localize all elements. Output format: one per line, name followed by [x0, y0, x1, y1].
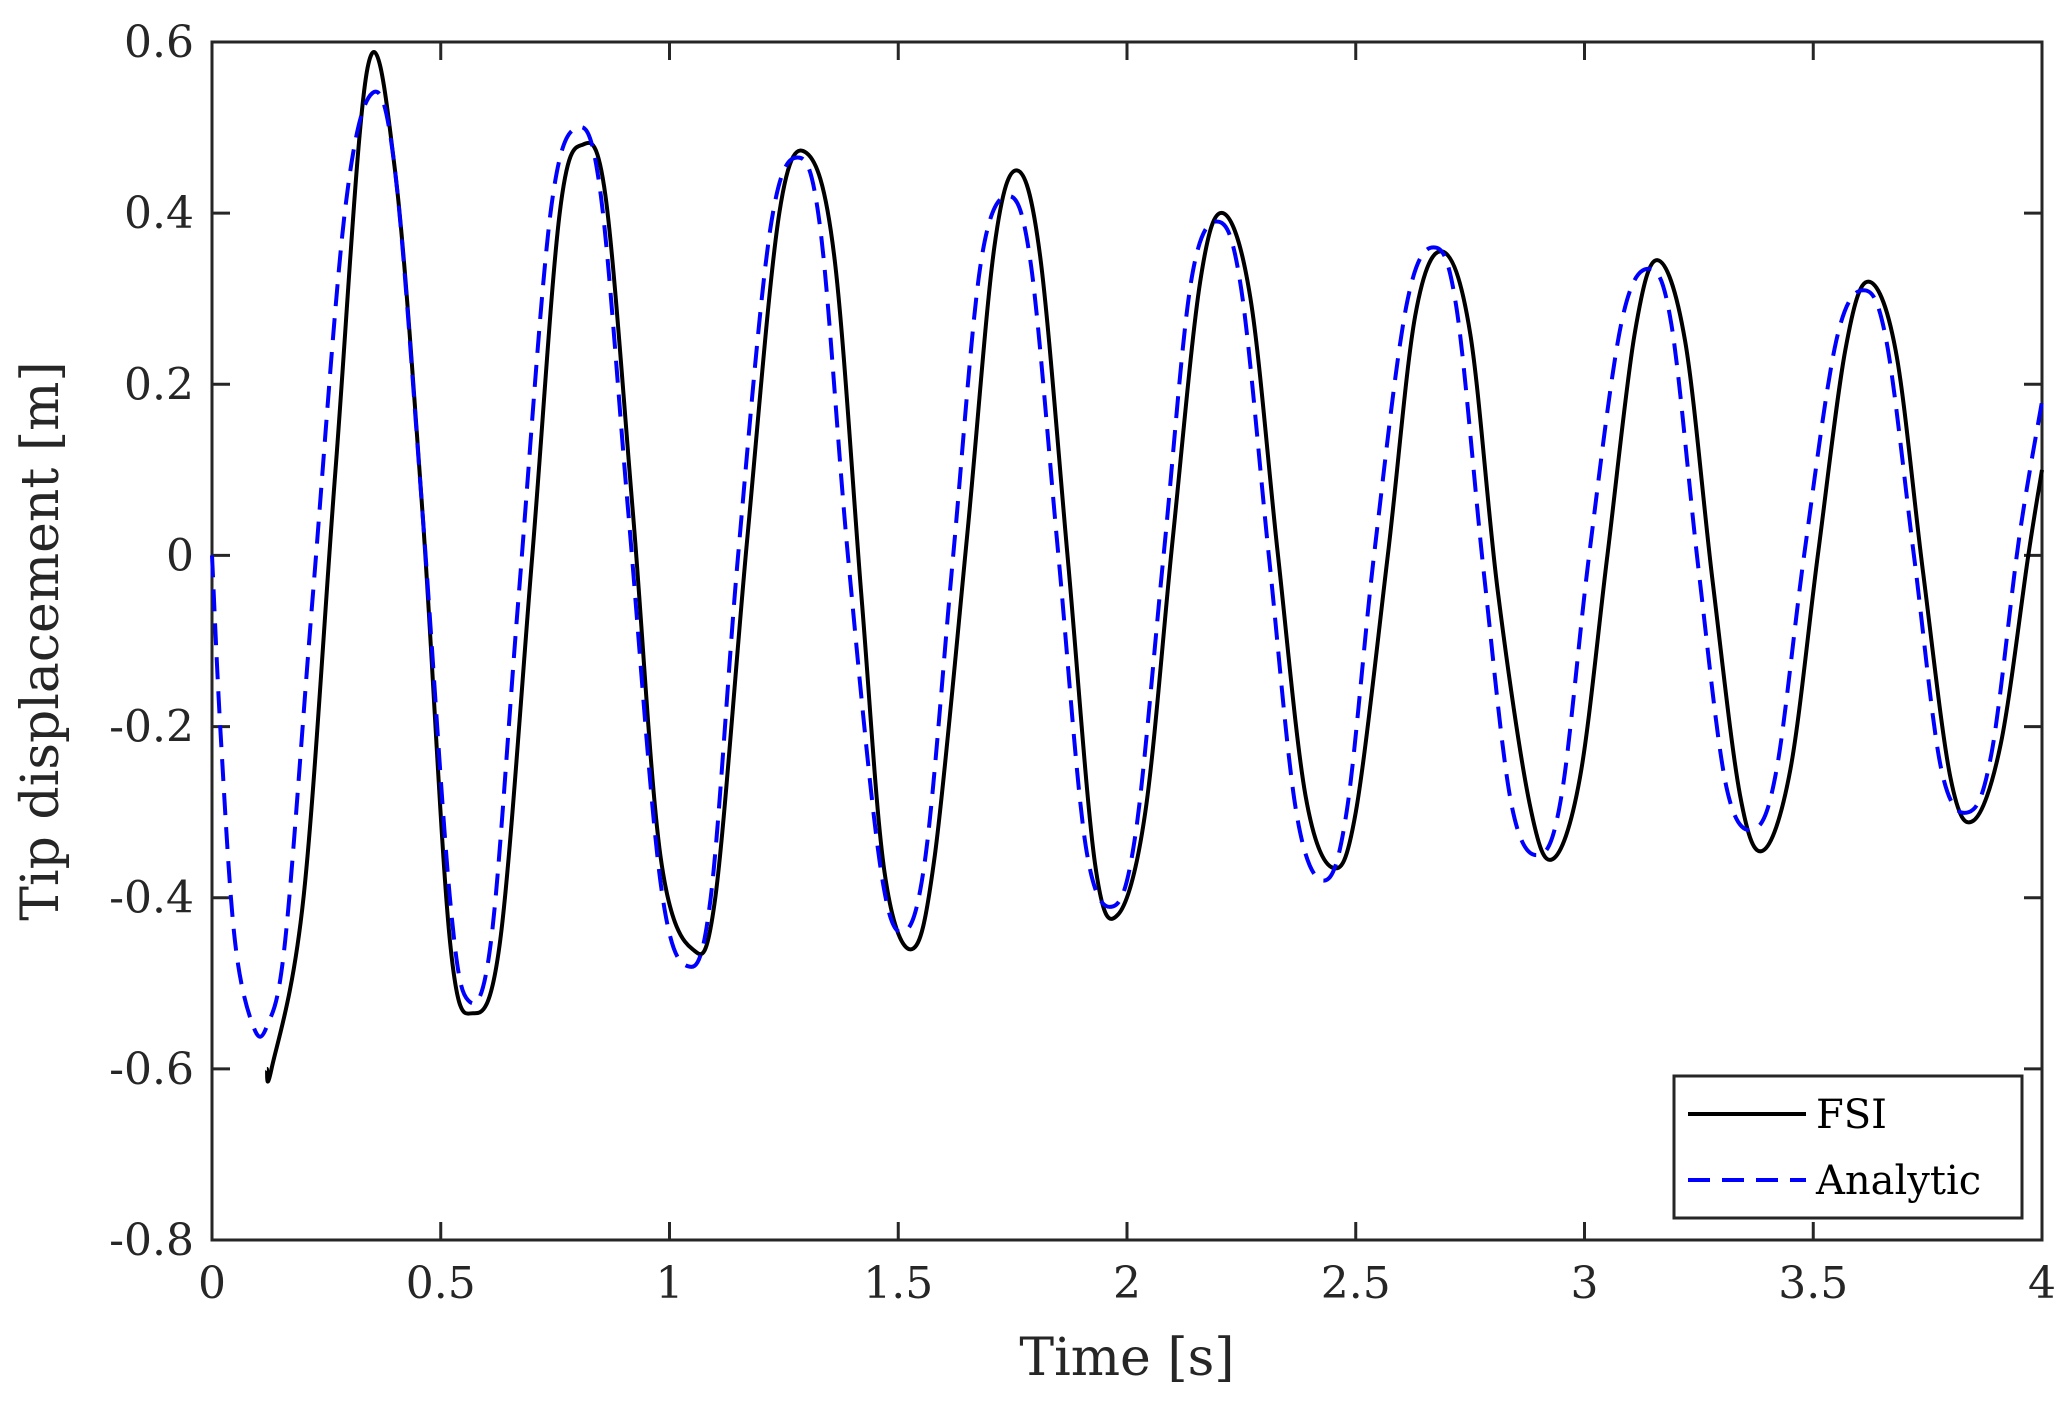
- plot-area: [210, 40, 2044, 1242]
- x-tick-labels: 0 0.5 1 1.5 2 2.5 3 3.5 4: [198, 1258, 2056, 1309]
- y-tick-labels: -0.8 -0.6 -0.4 -0.2 0 0.2 0.4 0.6: [109, 17, 194, 1266]
- y-tick-label: -0.2: [109, 702, 194, 753]
- x-tick-label: 0.5: [406, 1258, 476, 1309]
- legend-label-analytic: Analytic: [1815, 1158, 1981, 1204]
- x-tick-label: 2.5: [1321, 1258, 1391, 1309]
- y-tick-label: 0.2: [124, 359, 194, 410]
- y-tick-label: -0.4: [109, 873, 194, 924]
- x-axis-label: Time [s]: [1019, 1328, 1234, 1388]
- series-layer: [210, 50, 2044, 1084]
- x-tick-label: 2: [1113, 1258, 1141, 1309]
- legend-box: [1672, 1074, 2024, 1220]
- y-tick-label: 0: [166, 530, 194, 581]
- x-tick-label: 3: [1571, 1258, 1599, 1309]
- x-tick-label: 1.5: [863, 1258, 933, 1309]
- y-tick-label: 0.6: [124, 17, 194, 68]
- y-tick-label: -0.8: [109, 1215, 194, 1266]
- legend: FSI Analytic: [1672, 1074, 2024, 1220]
- tick-marks: [210, 40, 2044, 1242]
- x-tick-label: 3.5: [1778, 1258, 1848, 1309]
- x-tick-label: 1: [656, 1258, 684, 1309]
- series-line-analytic: [210, 89, 2044, 1039]
- y-axis-label: Tip displacement [m]: [11, 361, 71, 920]
- y-tick-label: -0.6: [109, 1044, 194, 1095]
- x-tick-label: 0: [198, 1258, 226, 1309]
- x-tick-label: 4: [2028, 1258, 2056, 1309]
- y-tick-label: 0.4: [124, 188, 194, 239]
- legend-label-fsi: FSI: [1816, 1092, 1887, 1138]
- series-line-fsi: [264, 50, 2044, 1084]
